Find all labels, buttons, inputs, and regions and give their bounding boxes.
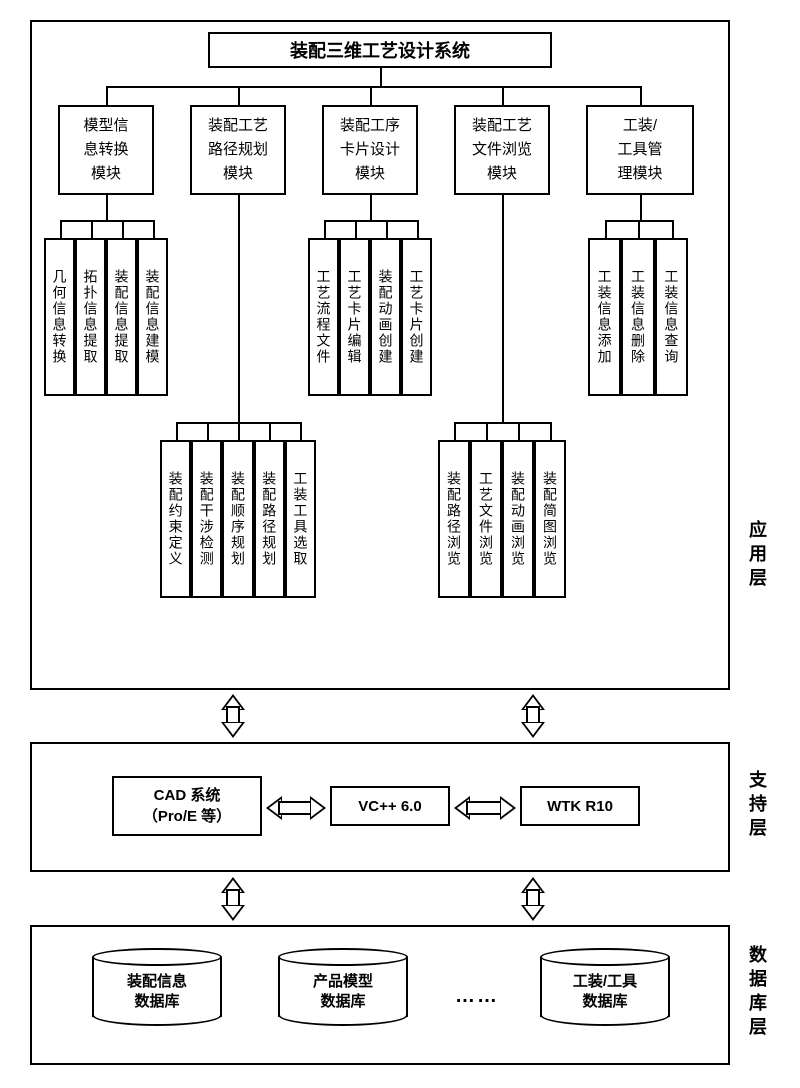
sub-box: 工艺卡片编辑 — [339, 238, 370, 396]
sub-box: 装配路径浏览 — [438, 440, 470, 598]
sub-box: 工艺文件浏览 — [470, 440, 502, 598]
support-box-2: WTK R10 — [520, 786, 640, 826]
v-arrow-0 — [220, 694, 246, 738]
sub-box: 工艺流程文件 — [308, 238, 339, 396]
v-arrow-2 — [220, 877, 246, 921]
sub-box: 几何信息转换 — [44, 238, 75, 396]
sub-box: 装配动画创建 — [370, 238, 401, 396]
h-arrow-0 — [266, 795, 326, 821]
db-1: 产品模型数据库 — [278, 948, 408, 1026]
h-arrow-1 — [454, 795, 516, 821]
module-1: 装配工艺路径规划模块 — [190, 105, 286, 195]
support-box-1: VC++ 6.0 — [330, 786, 450, 826]
sub-box: 工装信息删除 — [621, 238, 654, 396]
support-box-0: CAD 系统（Pro/E 等） — [112, 776, 262, 836]
sub-box: 装配约束定义 — [160, 440, 191, 598]
sub-box: 装配信息提取 — [106, 238, 137, 396]
module-2: 装配工序卡片设计模块 — [322, 105, 418, 195]
layer-label-app: 应用层 — [744, 520, 770, 592]
sub-box: 工装信息查询 — [655, 238, 688, 396]
sub-box: 工装信息添加 — [588, 238, 621, 396]
sub-box: 工装工具选取 — [285, 440, 316, 598]
sub-box: 装配顺序规划 — [222, 440, 253, 598]
module-3: 装配工艺文件浏览模块 — [454, 105, 550, 195]
sub-box: 工艺卡片创建 — [401, 238, 432, 396]
module-0: 模型信息转换模块 — [58, 105, 154, 195]
v-arrow-1 — [520, 694, 546, 738]
db-ellipsis: …… — [455, 985, 499, 1008]
layer-label-db: 数据库层 — [744, 945, 770, 1041]
sub-box: 装配信息建模 — [137, 238, 168, 396]
sub-box: 装配干涉检测 — [191, 440, 222, 598]
sub-box: 装配动画浏览 — [502, 440, 534, 598]
sub-box: 拓扑信息提取 — [75, 238, 106, 396]
db-2: 工装/工具数据库 — [540, 948, 670, 1026]
title-box: 装配三维工艺设计系统 — [208, 32, 552, 68]
module-4: 工装/工具管理模块 — [586, 105, 694, 195]
db-0: 装配信息数据库 — [92, 948, 222, 1026]
layer-label-support: 支持层 — [744, 770, 770, 842]
v-arrow-3 — [520, 877, 546, 921]
diagram-canvas: 应用层支持层数据库层装配三维工艺设计系统模型信息转换模块装配工艺路径规划模块装配… — [0, 0, 800, 1088]
sub-box: 装配路径规划 — [254, 440, 285, 598]
sub-box: 装配简图浏览 — [534, 440, 566, 598]
